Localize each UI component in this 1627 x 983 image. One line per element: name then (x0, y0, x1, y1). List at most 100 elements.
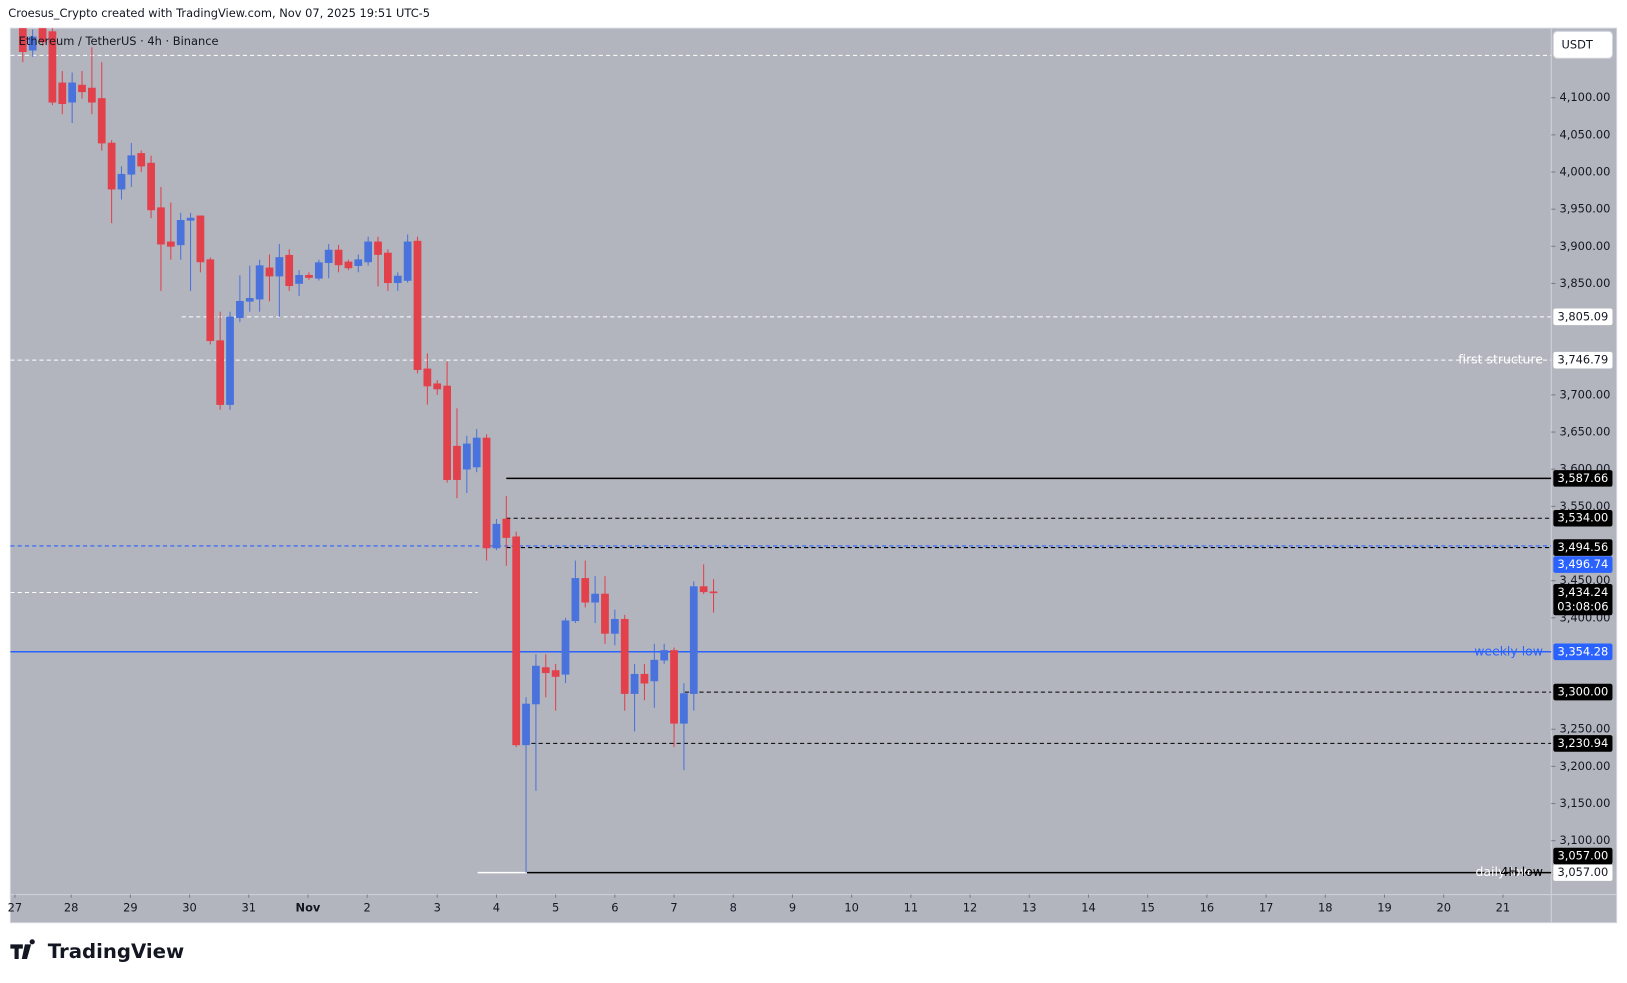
candle-body (265, 267, 274, 277)
y-tick-label: 3,200.00 (1560, 759, 1611, 773)
candle-body (650, 659, 659, 682)
level-label-box (1553, 308, 1613, 326)
candle-body (591, 593, 599, 603)
level-label: 3,496.74 (1558, 557, 1609, 571)
candle-body (482, 437, 491, 549)
countdown: 03:08:06 (1557, 599, 1608, 613)
level-label-box (1553, 683, 1613, 701)
currency[interactable]: USDT (1562, 37, 1593, 51)
y-tick-label: 3,950.00 (1560, 202, 1611, 216)
candle-body (324, 249, 333, 263)
x-tick-label: 7 (670, 901, 677, 915)
logo: TradingView (10, 939, 184, 963)
candle-body (295, 274, 303, 284)
candle-body (670, 650, 678, 724)
y-tick-label: 3,700.00 (1560, 387, 1611, 401)
level-label: 3,746.79 (1558, 353, 1609, 367)
x-tick-label: 30 (182, 901, 197, 915)
candle-body (551, 670, 560, 677)
candle-body (186, 217, 195, 221)
candle-body (275, 257, 284, 277)
symbol-title: Ethereum / TetherUS · 4h · Binance (19, 34, 219, 48)
y-tick-label: 3,550.00 (1560, 499, 1611, 513)
level-label: 3,300.00 (1558, 685, 1609, 699)
level-text: first structure (1458, 352, 1543, 367)
x-tick-label: Nov (296, 901, 321, 915)
candle-body (413, 240, 422, 370)
candle-body (561, 620, 570, 675)
y-tick-label: 3,100.00 (1560, 833, 1611, 847)
x-tick-label: 28 (64, 901, 79, 915)
candle-body (344, 261, 353, 269)
x-tick-label: 6 (611, 901, 618, 915)
last-price: 3,434.24 (1558, 585, 1609, 599)
candle-body (226, 316, 234, 405)
candle-body (453, 445, 461, 480)
y-tick-label: 4,000.00 (1560, 165, 1611, 179)
candle-body (334, 249, 343, 266)
candle-body (216, 340, 225, 405)
level-text: weekly low (1474, 643, 1543, 658)
x-tick-label: 9 (789, 901, 796, 915)
x-tick-label: 3 (434, 901, 441, 915)
x-tick-label: 14 (1081, 901, 1096, 915)
level-label: 3,805.09 (1558, 309, 1609, 323)
candle-body (660, 650, 669, 661)
level-label: 3,587.66 (1558, 471, 1609, 485)
x-tick-label: 29 (123, 901, 138, 915)
candle-body (305, 274, 313, 278)
candle-body (88, 87, 96, 103)
candle-body (364, 241, 373, 263)
level-label-box (1553, 735, 1613, 752)
level-label-box (1553, 864, 1613, 881)
y-tick-label: 4,100.00 (1560, 90, 1611, 104)
candle-body (127, 155, 136, 175)
x-tick-label: 10 (844, 901, 859, 915)
level-text: 4H low (1500, 864, 1542, 879)
candle-body (610, 618, 619, 634)
candle-body (107, 142, 116, 190)
candle-body (236, 300, 244, 318)
candle-body (709, 591, 718, 594)
level-label-box (1553, 643, 1613, 661)
level-label-box (1553, 847, 1613, 865)
x-tick-label: 4 (493, 901, 500, 915)
x-tick-label: 20 (1436, 901, 1451, 915)
candle-body (522, 703, 530, 746)
candle-body (354, 259, 363, 266)
currency-button[interactable] (1552, 30, 1613, 59)
plot (10, 28, 1552, 874)
candle-body (581, 578, 590, 603)
candle-body (68, 82, 77, 103)
candle-body (601, 593, 609, 634)
candle-body (374, 241, 382, 255)
candle-body (433, 383, 442, 390)
x-tick-label: 11 (904, 901, 919, 915)
candle-body (314, 262, 323, 279)
candle-body (255, 265, 264, 300)
candle-body (245, 298, 254, 302)
y-tick-label: 4,050.00 (1560, 127, 1611, 141)
level-text: daily low (1476, 864, 1531, 879)
level-label: 3,230.94 (1558, 736, 1609, 750)
y-tick-label: 3,150.00 (1560, 796, 1611, 810)
candle-body (630, 673, 639, 694)
candle-body (147, 162, 155, 211)
x-tick-label: 5 (552, 901, 559, 915)
candle-body (166, 241, 175, 247)
candle-body (137, 153, 146, 167)
candle-body (393, 275, 402, 284)
x-tick-label: 15 (1140, 901, 1155, 915)
candle-body (157, 207, 165, 245)
candle-body (117, 173, 126, 190)
x-tick-label: 13 (1022, 901, 1037, 915)
candle-body (462, 443, 471, 470)
level-label: 3,057.00 (1558, 849, 1609, 863)
x-tick-label: 16 (1200, 901, 1215, 915)
candle-body (699, 586, 708, 593)
candle-body (384, 252, 392, 284)
logo-text: TradingView (48, 940, 184, 963)
level-label-box (1553, 556, 1613, 573)
